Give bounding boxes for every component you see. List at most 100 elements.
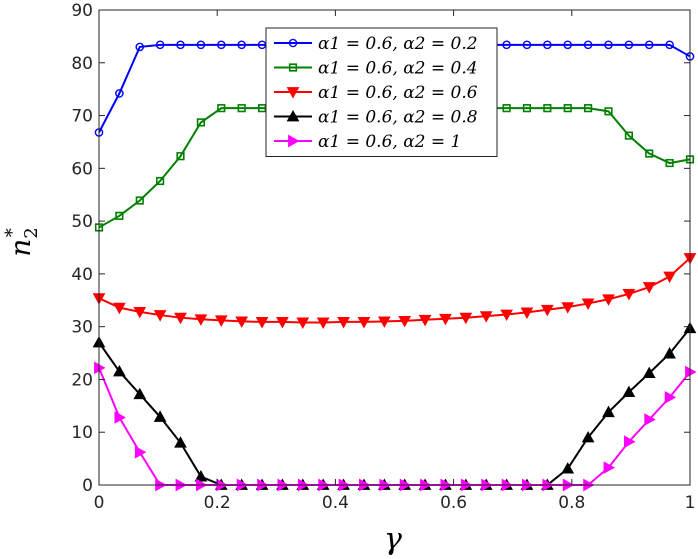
legend-entry: α1 = 0.6, α2 = 1 (274, 132, 461, 152)
series-3-point (398, 315, 412, 328)
series-2-point (522, 104, 532, 113)
y-tick-label: 20 (71, 370, 93, 390)
series-1-point (237, 40, 246, 50)
legend: α1 = 0.6, α2 = 0.2 α1 = 0.6, α2 = 0.4 α1 =… (265, 27, 498, 157)
series-5-point (94, 361, 106, 375)
series-1-point (665, 40, 674, 50)
series-3-point (377, 316, 391, 328)
series-3-point (540, 304, 554, 317)
series-2-point (604, 107, 613, 116)
series-5-point (134, 445, 147, 459)
y-axis-label-sup: * (2, 228, 23, 237)
series-2-point (665, 158, 674, 168)
series-2-point (156, 176, 165, 186)
series-2-point (196, 118, 205, 127)
x-axis-label: γ (384, 522, 402, 557)
legend-swatch-marker (288, 134, 300, 148)
y-axis-label-sub: 2 (21, 227, 42, 238)
series-4-point (581, 430, 595, 443)
y-tick-label: 80 (71, 54, 93, 74)
series-3 (92, 253, 697, 329)
series-2-point (502, 104, 511, 113)
series-1-point (522, 40, 532, 50)
series-3-point (153, 310, 167, 322)
y-tick-label: 90 (71, 1, 93, 21)
legend-label: α1 = 0.6, α2 = 1 (318, 132, 461, 152)
series-3-point (357, 317, 371, 329)
y-axis-label-base: n (4, 239, 37, 257)
series-4-point (174, 436, 187, 448)
y-tick-label: 70 (71, 107, 93, 127)
legend-swatch-marker (288, 38, 298, 48)
series-2-point (624, 131, 633, 140)
series-1-point (604, 40, 613, 50)
series-3-point (663, 271, 676, 284)
series-3-point (459, 312, 473, 325)
legend-entry: α1 = 0.6, α2 = 0.2 (274, 34, 478, 54)
y-tick-label: 50 (71, 212, 93, 232)
legend-entry: α1 = 0.6, α2 = 0.8 (274, 108, 478, 128)
x-tick-label: 1 (685, 493, 696, 513)
legend-swatch-marker (288, 63, 298, 72)
y-tick-label: 30 (71, 318, 93, 338)
series-4-point (133, 387, 147, 400)
series-2-point (135, 196, 144, 205)
x-tick-label: 0 (94, 493, 105, 513)
series-4-point (602, 405, 615, 418)
series-5-point (114, 411, 126, 424)
series-3-point (581, 298, 595, 310)
series-3-point (602, 294, 615, 306)
series-3-point (113, 302, 126, 315)
series-1-point (115, 89, 124, 98)
y-tick-label: 60 (71, 159, 93, 179)
series-3-point (316, 317, 330, 329)
series-3-point (622, 289, 636, 301)
series-2-point (257, 104, 267, 113)
series-2-point (563, 104, 572, 113)
axes-frame (98, 9, 691, 486)
series-3-point (642, 282, 656, 294)
series-3-point (561, 302, 575, 314)
series-5-point (664, 391, 677, 404)
series-1-point (176, 40, 185, 50)
series-3-point (479, 311, 493, 323)
series-4-point (663, 347, 676, 359)
series-2-point (237, 104, 246, 113)
series-1-point (196, 40, 206, 50)
series-3-point (255, 317, 269, 329)
series-3-point (439, 313, 452, 326)
series-1-point (155, 40, 165, 50)
series-2-point (115, 211, 124, 220)
series-3-point (520, 307, 534, 319)
series-3-point (276, 317, 289, 329)
series-3-point (500, 309, 513, 322)
y-tick-label: 10 (71, 423, 93, 443)
series-5-point (623, 435, 636, 449)
x-tick-label: 0.8 (558, 493, 585, 513)
series-5-point (603, 461, 616, 474)
legend-label: α1 = 0.6, α2 = 0.4 (318, 59, 478, 79)
series-4-point (561, 462, 575, 474)
series-5-point (644, 413, 656, 426)
series-4-point (194, 470, 208, 482)
legend-label: α1 = 0.6, α2 = 0.2 (318, 34, 478, 54)
series-1-point (216, 40, 226, 50)
series-3-point (337, 317, 350, 329)
series-2-point (176, 152, 185, 161)
series-1-point (543, 40, 552, 50)
legend-entry: α1 = 0.6, α2 = 0.6 (274, 83, 478, 103)
series-4-point (113, 364, 126, 377)
y-tick-label: 40 (71, 265, 93, 285)
series-1-point (563, 40, 573, 50)
series-2-point (543, 104, 552, 113)
series-2-point (584, 104, 593, 113)
series-2-point (645, 149, 654, 158)
series-1-point (644, 40, 654, 50)
x-tick-label: 0.4 (322, 493, 349, 513)
series-4-point (622, 385, 636, 398)
y-tick-label: 0 (82, 476, 93, 496)
series-1-point (135, 42, 145, 52)
x-tick-label: 0.2 (204, 493, 231, 513)
